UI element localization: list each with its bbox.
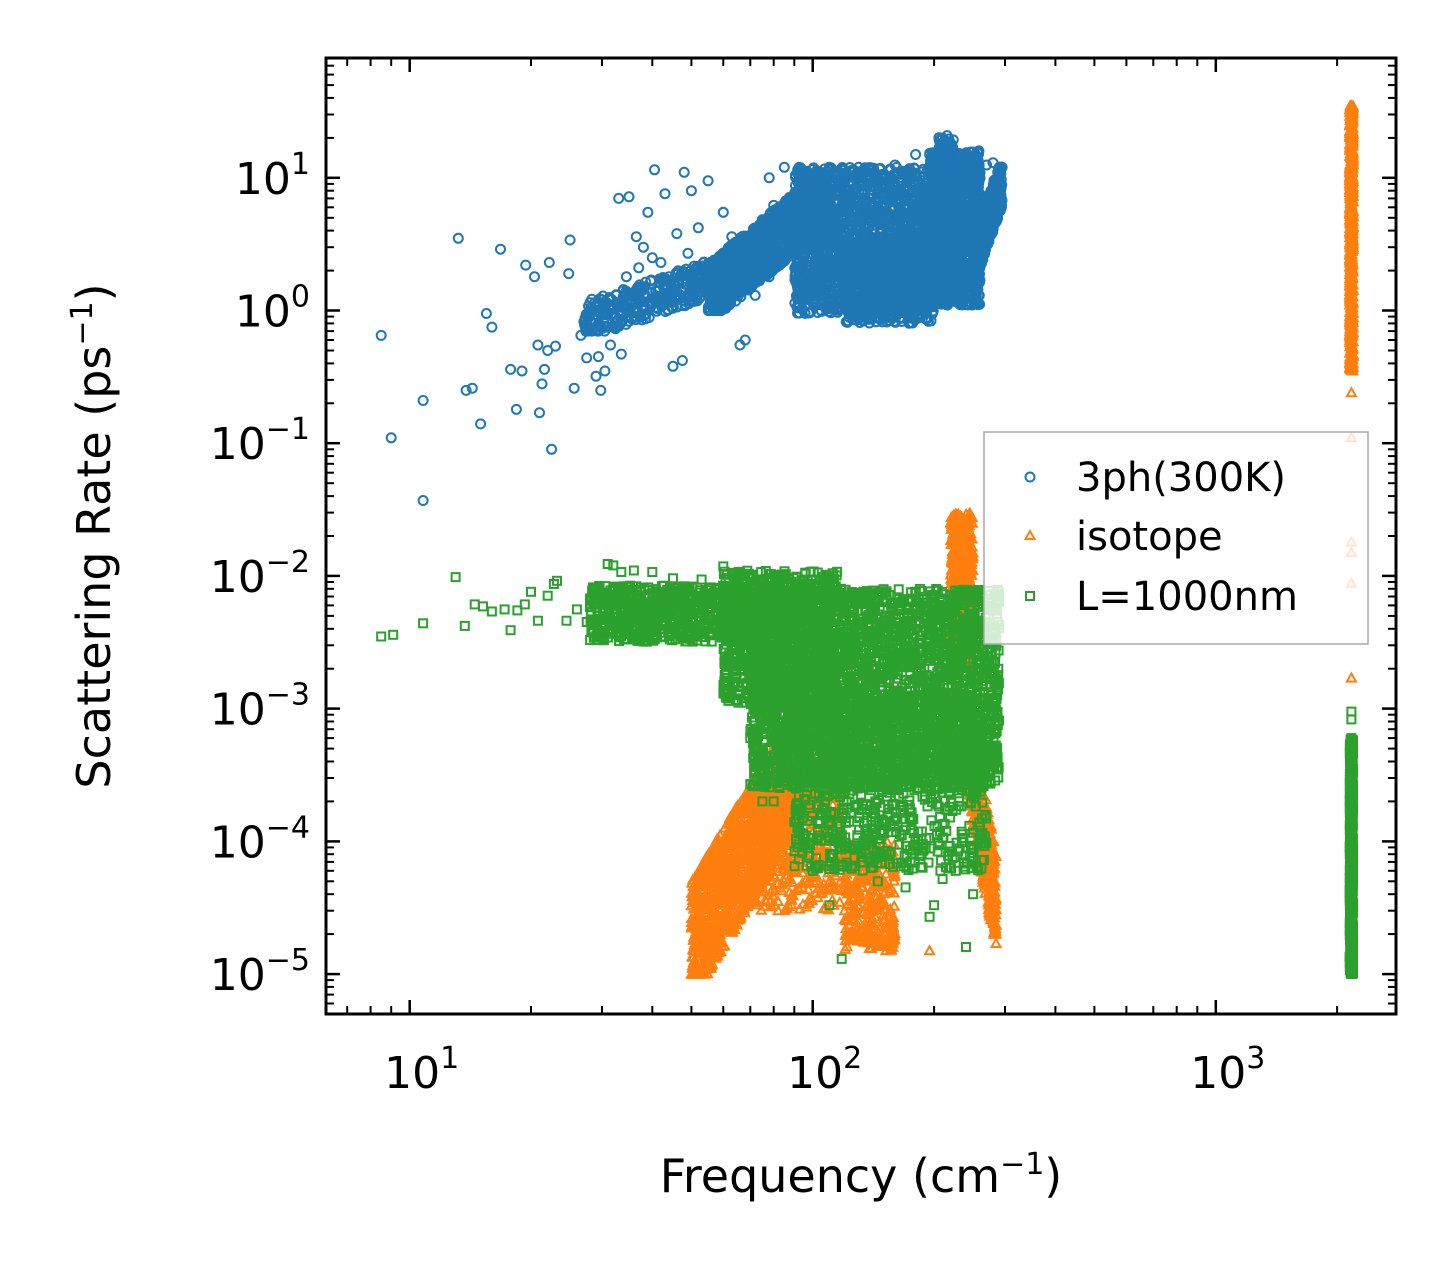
scatter-chart: 101 102 10310110010−110−210−310−410−5 Freq… — [0, 0, 1455, 1265]
